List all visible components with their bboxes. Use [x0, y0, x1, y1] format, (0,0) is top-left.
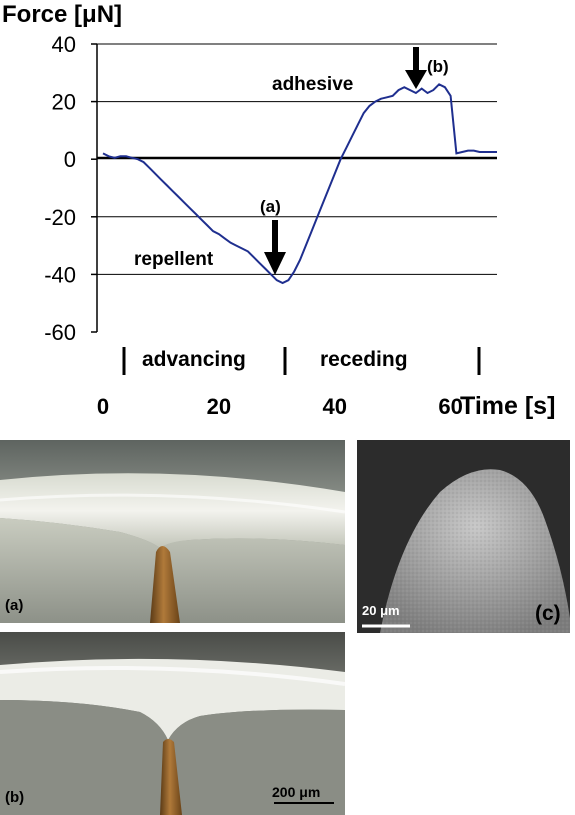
x-tick-label: 40: [323, 394, 347, 419]
arrow-a-icon: [264, 220, 286, 275]
x-axis-title: Time [s]: [460, 392, 555, 420]
x-tick-label: 20: [207, 394, 231, 419]
photo-panel-a: (a): [0, 440, 345, 623]
force-series-line: [102, 83, 497, 285]
scale-label-c: 20 μm: [362, 603, 400, 618]
x-tick-label: 60: [438, 394, 462, 419]
y-tick-label: -60: [44, 320, 76, 345]
photo-panel-b: (b) 200 μm: [0, 632, 345, 815]
sem-panel-c: (c) 20 μm: [357, 440, 570, 633]
y-axis-title: Force [μN]: [2, 1, 122, 28]
panel-b-label: (b): [5, 789, 24, 806]
y-tick-label: 20: [52, 90, 76, 115]
y-tick-labels: 40 20 0 -20 -40 -60: [44, 32, 76, 345]
x-tick-labels: 0 20 40 60: [97, 394, 463, 419]
arrow-b-icon: [405, 47, 427, 89]
y-tick-label: 0: [64, 147, 76, 172]
panel-c-label: (c): [535, 602, 561, 625]
panel-a-label: (a): [5, 597, 23, 614]
annotation-a-label: (a): [260, 197, 281, 216]
y-tick-label: -40: [44, 262, 76, 287]
scale-label-b: 200 μm: [272, 784, 320, 800]
phase-advancing: advancing: [142, 348, 246, 371]
annotation-b-label: (b): [427, 57, 449, 76]
x-tick-label: 0: [97, 394, 109, 419]
y-tick-label: -20: [44, 205, 76, 230]
phase-receding: receding: [320, 348, 408, 371]
annotation-adhesive: adhesive: [272, 74, 353, 95]
gridlines: [91, 43, 497, 333]
force-time-chart: Force [μN] 40 20 0 -20 -40 -60 adhesive (b) (…: [2, 1, 555, 420]
y-tick-label: 40: [52, 32, 76, 57]
annotation-repellent: repellent: [134, 249, 214, 270]
